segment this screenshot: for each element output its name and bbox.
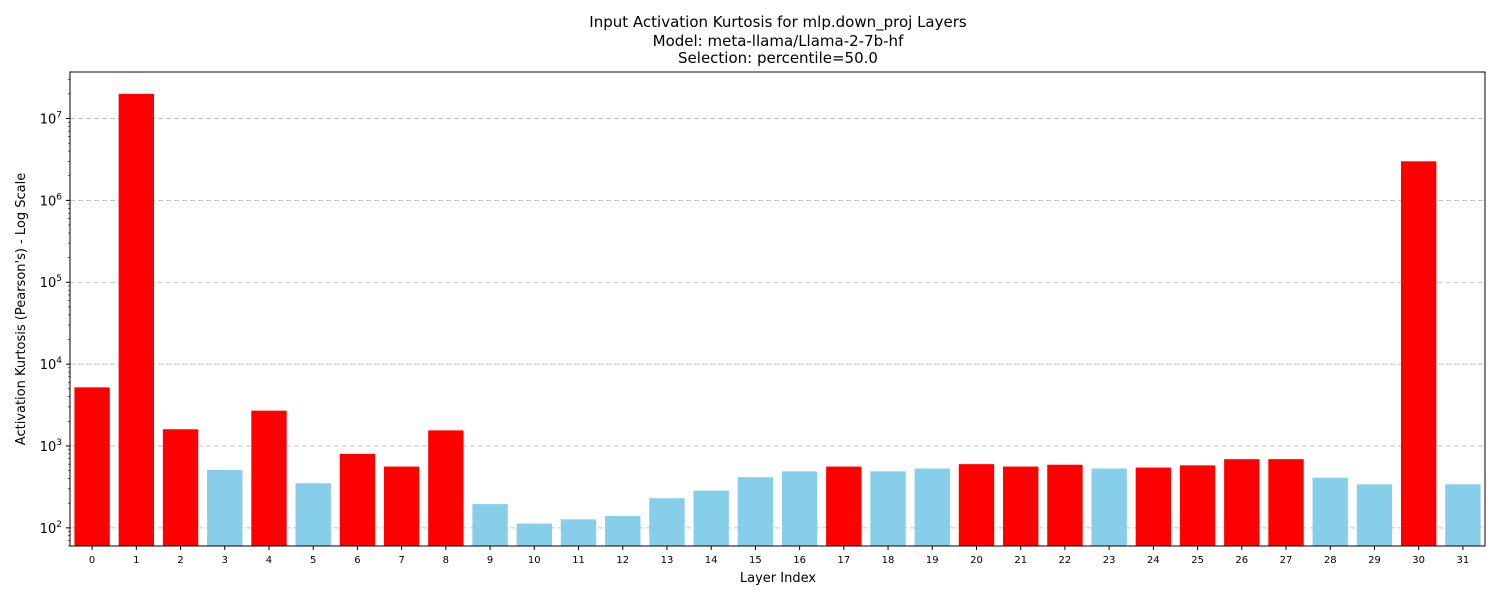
title-line-3: Selection: percentile=50.0 xyxy=(678,49,878,67)
ytick-label-5: 107 xyxy=(40,111,62,128)
plot-frame xyxy=(69,71,1486,547)
xtick-label-3: 3 xyxy=(222,555,228,566)
bar-layer-10 xyxy=(516,523,552,546)
bar-layer-9 xyxy=(472,504,508,546)
xtick-label-5: 5 xyxy=(310,555,316,566)
xtick-label-0: 0 xyxy=(89,555,95,566)
xtick-label-11: 11 xyxy=(572,555,585,566)
xtick-label-18: 18 xyxy=(882,555,895,566)
bar-layer-5 xyxy=(295,483,331,546)
bar-layer-30 xyxy=(1400,161,1437,546)
bar-layer-26 xyxy=(1224,459,1260,546)
bar-layer-23 xyxy=(1091,468,1127,546)
bar-layer-21 xyxy=(1003,466,1039,546)
bar-layer-17 xyxy=(826,466,862,546)
chart-title: Input Activation Kurtosis for mlp.down_p… xyxy=(589,13,967,67)
y-axis-ticks: 102 103 104 105 106 107 xyxy=(40,79,70,547)
xtick-label-25: 25 xyxy=(1191,555,1204,566)
xtick-label-26: 26 xyxy=(1235,555,1248,566)
ytick-label-0: 102 xyxy=(40,520,62,537)
xtick-label-24: 24 xyxy=(1147,555,1160,566)
bar-layer-14 xyxy=(693,490,729,546)
xtick-label-8: 8 xyxy=(443,555,449,566)
bar-layer-31 xyxy=(1445,484,1481,546)
xtick-label-12: 12 xyxy=(616,555,629,566)
xtick-label-15: 15 xyxy=(749,555,762,566)
bar-layer-27 xyxy=(1268,459,1304,546)
xtick-label-14: 14 xyxy=(705,555,718,566)
xtick-label-22: 22 xyxy=(1059,555,1072,566)
xtick-label-29: 29 xyxy=(1368,555,1381,566)
xtick-label-9: 9 xyxy=(487,555,493,566)
xtick-label-17: 17 xyxy=(837,555,850,566)
bar-layer-29 xyxy=(1356,484,1393,546)
bar-layer-25 xyxy=(1179,465,1216,546)
bar-layer-19 xyxy=(914,468,950,546)
bar-layer-7 xyxy=(383,466,420,546)
xtick-label-30: 30 xyxy=(1412,555,1425,566)
xtick-label-31: 31 xyxy=(1457,555,1470,566)
xtick-label-27: 27 xyxy=(1280,555,1293,566)
xtick-label-21: 21 xyxy=(1014,555,1027,566)
xtick-label-4: 4 xyxy=(266,555,272,566)
bar-layer-16 xyxy=(781,471,818,546)
bar-layer-15 xyxy=(737,477,774,546)
ytick-label-3: 105 xyxy=(40,274,62,291)
title-line-1: Input Activation Kurtosis for mlp.down_p… xyxy=(589,13,967,32)
xtick-label-16: 16 xyxy=(793,555,806,566)
bars xyxy=(74,93,1481,547)
xtick-label-10: 10 xyxy=(528,555,541,566)
bar-layer-2 xyxy=(162,429,199,546)
bar-layer-20 xyxy=(958,464,995,546)
ytick-label-2: 104 xyxy=(40,356,63,373)
x-axis-label: Layer Index xyxy=(740,571,816,586)
bar-layer-22 xyxy=(1047,464,1083,546)
x-axis-ticks: 0 1 2 3 4 5 6 7 8 9 10 11 12 13 14 15 16 17 18 19 20 21 22 23 24… xyxy=(89,546,1469,566)
xtick-label-2: 2 xyxy=(177,555,183,566)
xtick-label-13: 13 xyxy=(661,555,674,566)
y-axis-label: Activation Kurtosis (Pearson's) - Log Sc… xyxy=(14,173,29,445)
title-line-2: Model: meta-llama/Llama-2-7b-hf xyxy=(653,32,904,50)
bar-layer-11 xyxy=(560,519,597,546)
bar-layer-4 xyxy=(251,410,287,546)
bar-layer-28 xyxy=(1312,477,1348,546)
bar-layer-24 xyxy=(1135,467,1172,546)
xtick-label-19: 19 xyxy=(926,555,939,566)
bar-layer-8 xyxy=(428,430,464,546)
ytick-label-1: 103 xyxy=(40,438,62,455)
bar-layer-12 xyxy=(605,515,641,546)
bar-layer-18 xyxy=(870,471,906,546)
bar-layer-13 xyxy=(649,498,685,546)
bar-layer-3 xyxy=(207,469,243,546)
xtick-label-20: 20 xyxy=(970,555,983,566)
bar-layer-0 xyxy=(74,387,110,546)
xtick-label-6: 6 xyxy=(354,555,360,566)
ytick-label-4: 106 xyxy=(40,192,63,209)
xtick-label-1: 1 xyxy=(133,555,139,566)
xtick-label-7: 7 xyxy=(398,555,404,566)
bar-layer-1 xyxy=(118,93,155,547)
xtick-label-23: 23 xyxy=(1103,555,1116,566)
bar-layer-6 xyxy=(339,453,376,546)
xtick-label-28: 28 xyxy=(1324,555,1337,566)
